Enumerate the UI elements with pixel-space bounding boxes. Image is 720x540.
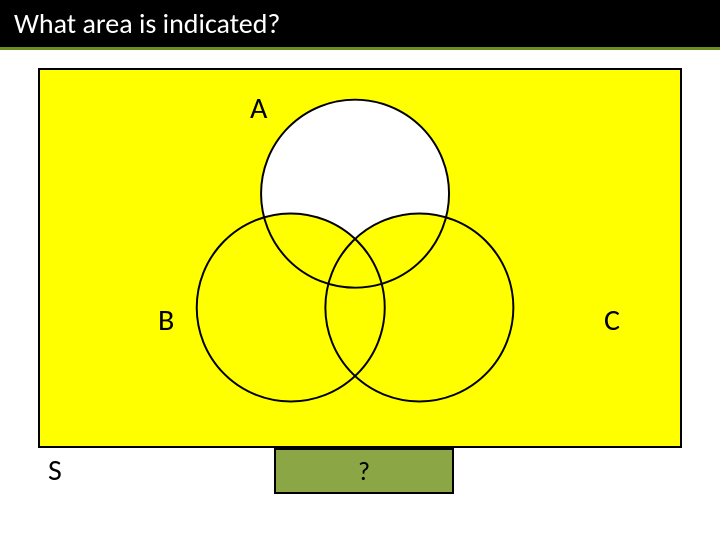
highlighted-region (43, 70, 676, 446)
label-universe: S (48, 452, 62, 489)
page-title: What area is indicated? (14, 6, 706, 41)
venn-svg (40, 70, 680, 446)
label-c: C (604, 302, 620, 339)
label-b: B (158, 302, 174, 339)
title-bar: What area is indicated? (0, 0, 720, 50)
label-a: A (250, 90, 267, 127)
venn-diagram: A B C (38, 68, 682, 448)
answer-box: ? (274, 448, 454, 494)
answer-text: ? (358, 455, 370, 487)
